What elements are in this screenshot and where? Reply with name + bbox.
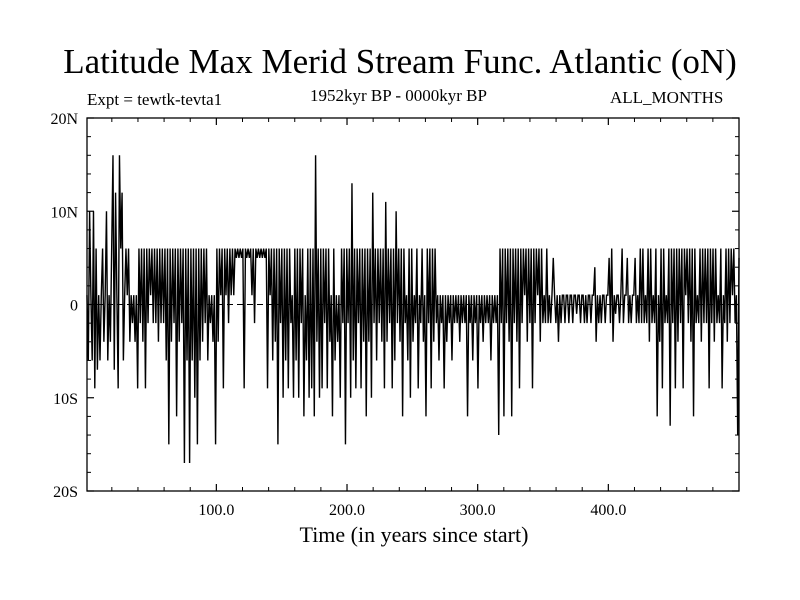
x-tick-label: 400.0 <box>590 502 626 519</box>
chart-title: Latitude Max Merid Stream Func. Atlantic… <box>63 42 737 81</box>
tick-labels-layer: 20S 10S 0 10N 20N 100.0 200.0 300.0 400.0 <box>50 111 626 519</box>
period-label: 1952kyr BP - 0000kyr BP <box>310 86 487 105</box>
y-tick-label: 20S <box>53 484 78 501</box>
ticks-layer <box>87 117 739 492</box>
x-tick-label: 100.0 <box>198 502 234 519</box>
x-tick-label: 200.0 <box>329 502 365 519</box>
y-tick-label: 20N <box>50 111 78 128</box>
series-line-0 <box>86 155 740 464</box>
experiment-label: Expt = tewtk-tevta1 <box>87 90 223 109</box>
x-axis-label: Time (in years since start) <box>299 522 529 547</box>
y-tick-label: 0 <box>70 298 78 315</box>
y-tick-label: 10S <box>53 391 78 408</box>
months-label: ALL_MONTHS <box>610 88 724 107</box>
series-layer <box>86 155 740 464</box>
x-tick-label: 300.0 <box>460 502 496 519</box>
y-tick-label: 10N <box>50 204 78 221</box>
